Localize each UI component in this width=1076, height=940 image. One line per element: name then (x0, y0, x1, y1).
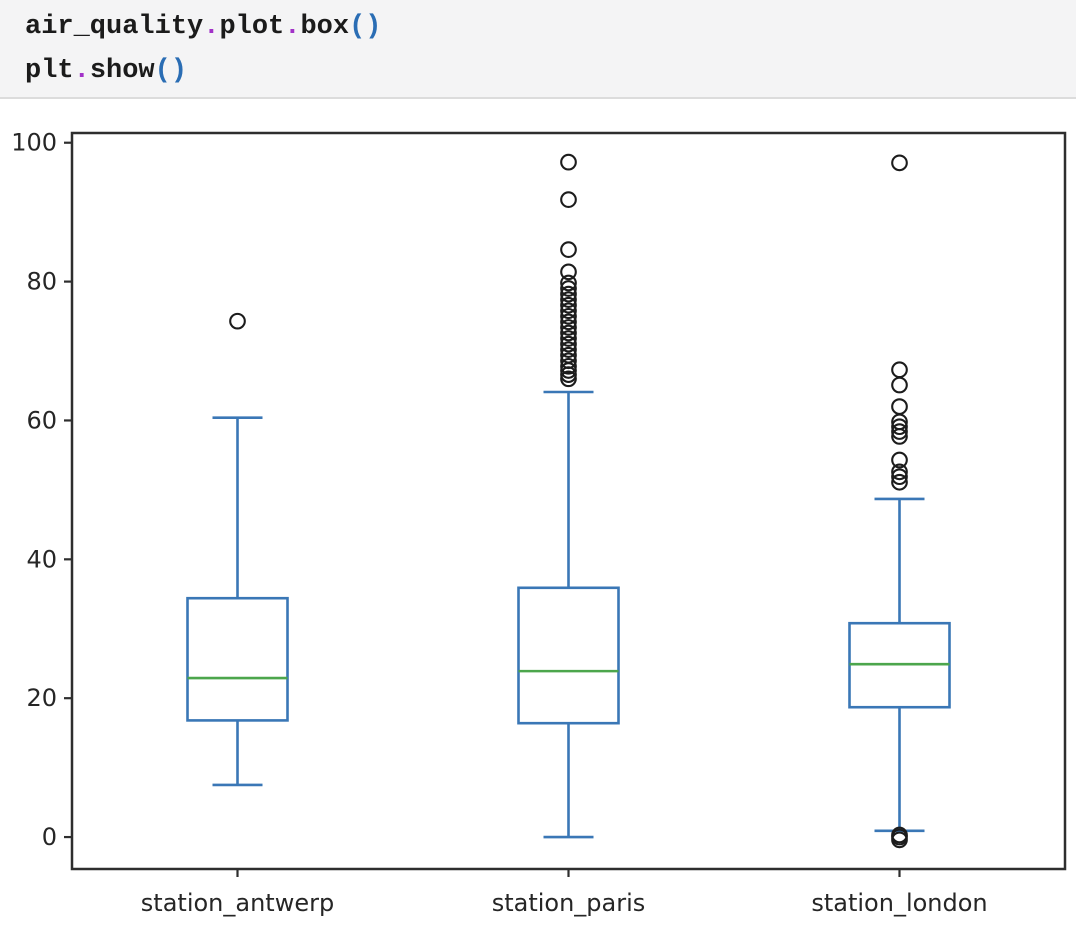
y-tick-label: 0 (42, 823, 57, 851)
x-tick-label-station_paris: station_paris (492, 889, 646, 917)
code-cell: air_quality.plot.box() plt.show() (0, 0, 1076, 99)
code-token: . (284, 12, 301, 42)
x-tick-label-station_london: station_london (811, 889, 987, 917)
outlier-point (560, 274, 577, 292)
outlier-point (560, 291, 577, 308)
outlier-point (560, 241, 577, 258)
code-token: . (203, 12, 220, 42)
outlier-point (560, 307, 577, 325)
outlier-point (560, 330, 577, 347)
outlier-point (560, 191, 577, 209)
box-station_antwerp (186, 596, 289, 722)
outlier-point (891, 423, 908, 440)
outlier-point (560, 263, 577, 281)
y-tick-label: 100 (11, 129, 57, 157)
outlier-point (891, 451, 908, 469)
outlier-point (891, 473, 908, 491)
outlier-point (560, 362, 577, 379)
outlier-point (560, 296, 577, 314)
outlier-point (891, 154, 908, 172)
outlier-point (891, 418, 908, 436)
code-token: air_quality (25, 12, 204, 42)
outlier-point (560, 370, 577, 388)
outlier-point (560, 324, 577, 342)
outlier-point (891, 428, 908, 445)
outlier-point (891, 376, 908, 394)
code-token: plt (25, 56, 74, 86)
outlier-point (560, 280, 577, 297)
code-token: . (73, 56, 90, 86)
code-token: ( (349, 12, 366, 42)
y-tick-label: 40 (26, 545, 57, 573)
box-station_paris (517, 586, 620, 725)
outlier-point (891, 463, 908, 481)
y-tick-label: 20 (26, 684, 57, 712)
outlier-point (560, 335, 577, 353)
y-tick-label: 80 (26, 268, 57, 296)
code-token: ) (365, 12, 382, 42)
code-token: box (300, 12, 350, 42)
code-line: plt.show() (25, 49, 1076, 93)
code-token: plot (219, 12, 285, 42)
code-token: ) (170, 56, 188, 86)
outlier-point (891, 468, 908, 486)
outlier-point (560, 341, 577, 358)
code-token: show (89, 56, 155, 86)
outlier-point (560, 319, 577, 336)
outlier-point (560, 313, 577, 331)
code-token: ( (154, 56, 171, 86)
outlier-point (891, 831, 908, 849)
x-tick-label-station_antwerp: station_antwerp (141, 889, 334, 917)
outlier-point (560, 285, 577, 303)
box-plot-figure: 0 20 40 60 80 100 station_antwerp station_paris… (0, 99, 1076, 940)
code-line: air_quality.plot.box() (25, 5, 1076, 49)
outlier-point (229, 312, 246, 330)
outlier-point (560, 153, 577, 171)
code-text: air_quality.plot.box() plt.show() (25, 5, 1076, 93)
outlier-point (560, 366, 577, 383)
outlier-point (560, 302, 577, 320)
outlier-point (560, 357, 577, 375)
y-tick-label: 60 (26, 406, 57, 434)
